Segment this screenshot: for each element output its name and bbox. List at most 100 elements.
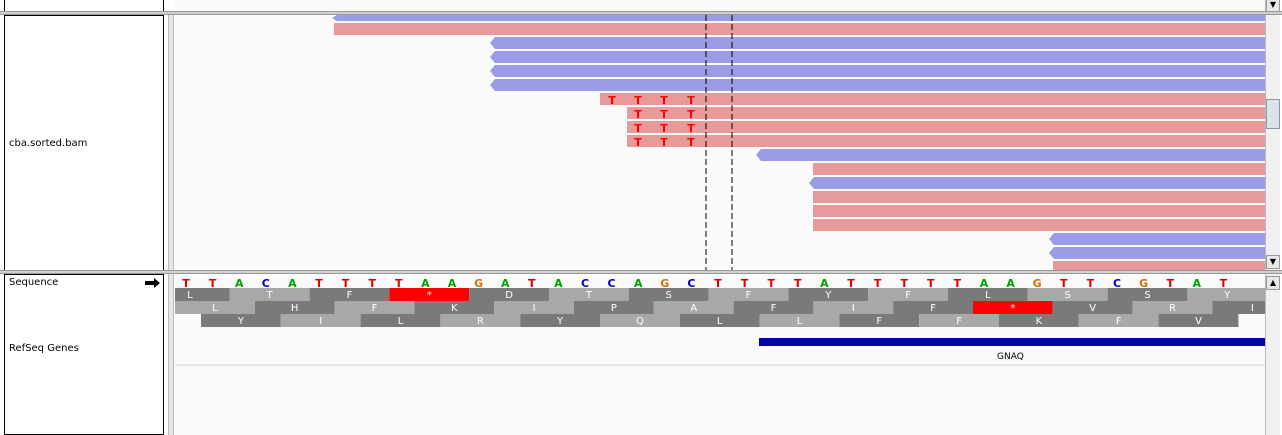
mismatch-base: T xyxy=(660,136,668,149)
codon xyxy=(229,288,310,301)
amino-acid: V xyxy=(1195,316,1202,327)
base-letter: C xyxy=(608,277,616,290)
reverse-read[interactable] xyxy=(809,177,1265,189)
scroll-thumb[interactable] xyxy=(1266,99,1280,129)
base-letter: T xyxy=(741,277,749,290)
base-letter: T xyxy=(794,277,802,290)
codon xyxy=(1187,288,1265,301)
mismatch-base: T xyxy=(634,108,642,121)
amino-acid: L xyxy=(398,316,404,327)
panel-divider-top[interactable] xyxy=(0,11,1282,15)
forward-read[interactable] xyxy=(334,23,1265,35)
refseq-track-label[interactable]: RefSeq Genes xyxy=(9,343,79,354)
base-letter: G xyxy=(474,277,483,290)
reverse-read[interactable] xyxy=(490,65,1265,77)
base-letter: T xyxy=(954,277,962,290)
codon xyxy=(254,301,335,314)
gene-feature[interactable] xyxy=(759,338,1265,346)
amino-acid: L xyxy=(797,316,803,327)
alignment-scrollbar[interactable]: ▼ xyxy=(1265,15,1280,271)
name-data-separator-bottom[interactable] xyxy=(168,274,174,435)
base-letter: T xyxy=(315,277,323,290)
amino-acid: S xyxy=(1144,290,1150,301)
amino-acid: R xyxy=(477,316,484,327)
amino-acid: F xyxy=(372,303,378,314)
arrow-right-icon[interactable] xyxy=(145,278,161,288)
reads-canvas[interactable]: T T T TT T TT T TT T T xyxy=(175,15,1265,271)
amino-acid: I xyxy=(852,303,855,314)
sequence-track-label[interactable]: Sequence xyxy=(9,277,59,288)
codon xyxy=(1158,314,1239,327)
amino-acid: V xyxy=(1089,303,1096,314)
base-letter: A xyxy=(820,277,829,290)
base-letter: A xyxy=(448,277,457,290)
amino-acid: R xyxy=(1169,303,1176,314)
base-letter: C xyxy=(262,277,270,290)
amino-acid: Y xyxy=(556,316,564,327)
amino-acid: F xyxy=(930,303,936,314)
feature-scrollbar[interactable]: ▲ xyxy=(1265,274,1280,435)
reverse-read[interactable] xyxy=(1049,247,1265,259)
base-letter: T xyxy=(1166,277,1174,290)
base-letter: C xyxy=(687,277,695,290)
amino-acid: F xyxy=(347,290,353,301)
base-letter: T xyxy=(1087,277,1095,290)
codon xyxy=(360,314,441,327)
forward-read[interactable] xyxy=(600,93,1265,105)
top-data-panel xyxy=(175,0,1265,11)
base-letter: G xyxy=(660,277,669,290)
codon xyxy=(440,314,521,327)
mismatch-base: T xyxy=(660,94,668,107)
base-letter: T xyxy=(767,277,775,290)
forward-read[interactable] xyxy=(627,135,1265,147)
reverse-read[interactable] xyxy=(490,79,1265,91)
amino-acid: F xyxy=(876,316,882,327)
codon xyxy=(893,301,973,314)
forward-read[interactable] xyxy=(627,121,1265,133)
base-letter: T xyxy=(1060,277,1068,290)
top-scrollbar[interactable]: ▼ xyxy=(1265,0,1280,12)
mismatch-base: T xyxy=(608,94,616,107)
reverse-read[interactable] xyxy=(1049,233,1265,245)
base-letter: T xyxy=(342,277,350,290)
base-letter: T xyxy=(368,277,376,290)
base-letter: G xyxy=(1139,277,1148,290)
base-letter: A xyxy=(235,277,244,290)
mismatch-base: T xyxy=(687,108,695,121)
reverse-read[interactable] xyxy=(490,51,1265,63)
mismatch-base: T xyxy=(634,94,642,107)
codon xyxy=(919,314,999,327)
codon xyxy=(1132,301,1213,314)
codon xyxy=(733,301,814,314)
codon xyxy=(549,288,629,301)
amino-acid: H xyxy=(291,303,299,314)
forward-read[interactable] xyxy=(813,219,1265,231)
reverse-read[interactable] xyxy=(490,37,1265,49)
forward-read[interactable] xyxy=(627,107,1265,119)
mismatch-base: T xyxy=(687,122,695,135)
alignment-track-label[interactable]: cba.sorted.bam xyxy=(9,138,88,149)
name-data-separator[interactable] xyxy=(168,15,174,271)
reverse-read[interactable] xyxy=(332,15,1265,21)
codon xyxy=(309,288,390,301)
scroll-up-icon[interactable]: ▲ xyxy=(1266,276,1280,290)
forward-read[interactable] xyxy=(813,191,1265,203)
scroll-down-icon[interactable]: ▼ xyxy=(1266,255,1280,269)
base-letter: A xyxy=(634,277,643,290)
reverse-read[interactable] xyxy=(756,149,1265,161)
base-letter: T xyxy=(1220,277,1228,290)
alignment-name-panel: cba.sorted.bam xyxy=(4,15,164,271)
amino-acid: * xyxy=(1010,303,1015,314)
forward-read[interactable] xyxy=(813,205,1265,217)
forward-read[interactable] xyxy=(813,163,1265,175)
codon xyxy=(414,301,495,314)
amino-acid: S xyxy=(1065,290,1071,301)
amino-acid: S xyxy=(666,290,672,301)
forward-read[interactable] xyxy=(1053,261,1265,271)
panel-divider-bottom[interactable] xyxy=(0,270,1282,274)
amino-acid: K xyxy=(451,303,458,314)
amino-acid: L xyxy=(212,303,218,314)
